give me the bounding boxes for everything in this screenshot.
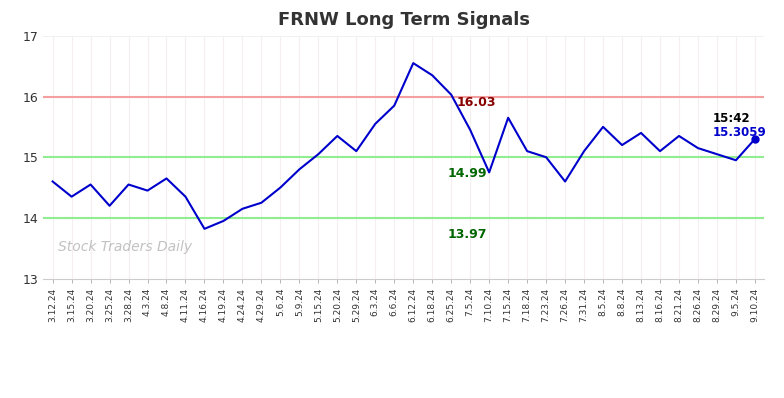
Text: 15:42: 15:42 bbox=[713, 112, 751, 125]
Text: Stock Traders Daily: Stock Traders Daily bbox=[57, 240, 191, 254]
Text: 15.3059: 15.3059 bbox=[713, 126, 767, 139]
Text: 13.97: 13.97 bbox=[448, 228, 487, 241]
Text: 16.03: 16.03 bbox=[457, 96, 496, 109]
Text: 14.99: 14.99 bbox=[448, 167, 487, 179]
Title: FRNW Long Term Signals: FRNW Long Term Signals bbox=[278, 11, 530, 29]
